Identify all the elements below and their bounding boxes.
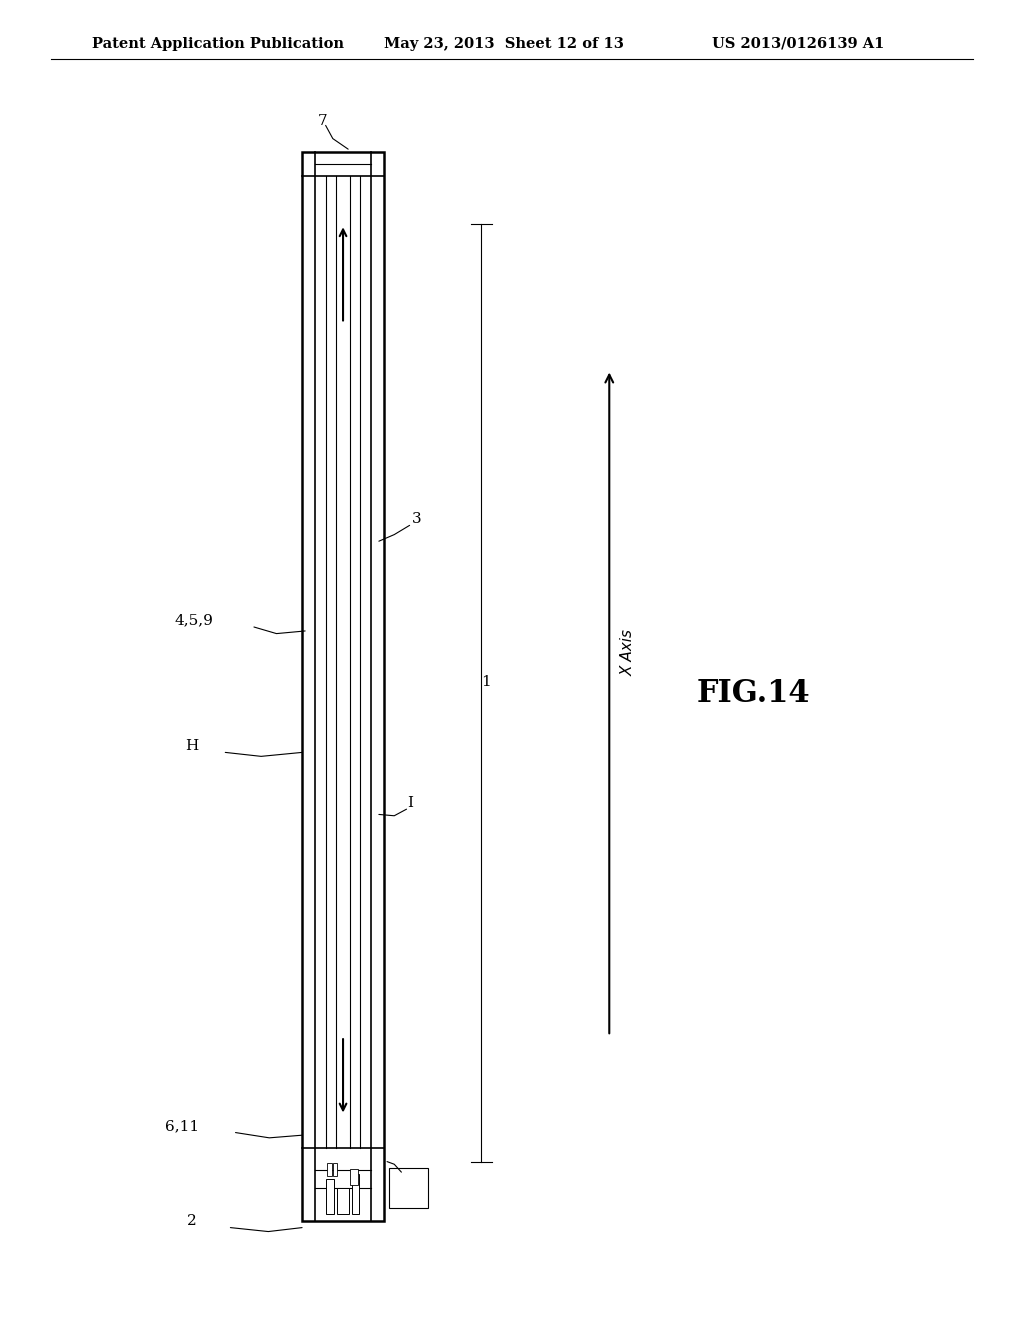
- Bar: [337, 1188, 349, 1214]
- Text: 7: 7: [317, 115, 327, 128]
- Bar: [326, 1179, 334, 1214]
- Text: I: I: [408, 796, 414, 809]
- Text: FIG.14: FIG.14: [696, 677, 810, 709]
- Bar: [350, 1170, 358, 1185]
- Text: US 2013/0126139 A1: US 2013/0126139 A1: [712, 37, 884, 50]
- Text: 3: 3: [412, 512, 421, 525]
- Text: X Axis: X Axis: [621, 630, 635, 676]
- Bar: [352, 1173, 359, 1214]
- Bar: [333, 1163, 337, 1176]
- Text: 1: 1: [481, 676, 492, 689]
- Bar: [389, 1168, 428, 1208]
- Text: 2: 2: [186, 1214, 197, 1228]
- Text: 20: 20: [402, 1172, 422, 1185]
- Text: May 23, 2013  Sheet 12 of 13: May 23, 2013 Sheet 12 of 13: [384, 37, 624, 50]
- Bar: [327, 1163, 332, 1176]
- Text: Patent Application Publication: Patent Application Publication: [92, 37, 344, 50]
- Text: 4,5,9: 4,5,9: [174, 614, 213, 627]
- Text: H: H: [185, 739, 199, 752]
- Bar: [302, 152, 384, 1221]
- Text: 6,11: 6,11: [165, 1119, 199, 1133]
